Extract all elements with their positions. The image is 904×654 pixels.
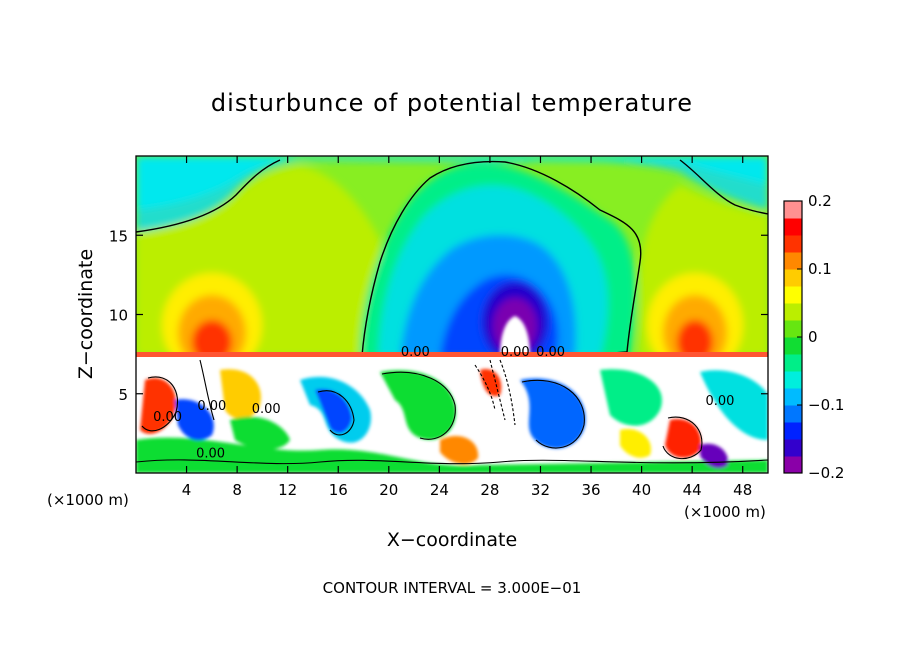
layer-interface-band [136, 352, 768, 357]
lower-contour [141, 376, 178, 432]
lower-contour [474, 364, 496, 411]
contour-label: 0.00 [153, 410, 182, 425]
swirl-red-2 [665, 419, 701, 458]
lower-contour [199, 359, 215, 421]
lower-contour [381, 371, 456, 440]
colorbar-tick-label: −0.2 [808, 464, 844, 482]
x-tick-label: 8 [232, 481, 242, 499]
x-axis-ticks: 4 8 12 16 20 24 28 32 36 40 44 48 [182, 156, 752, 499]
x-tick-label: 32 [531, 481, 550, 499]
lower-contour [499, 359, 516, 426]
x-tick-label: 40 [632, 481, 651, 499]
swirl-yellow-2 [620, 429, 651, 458]
top-cold-band-inner [136, 156, 768, 210]
x-tick-label: 24 [430, 481, 449, 499]
plot-area [136, 156, 768, 473]
contour-label: 0.00 [501, 345, 530, 360]
x-tick-label: 28 [480, 481, 499, 499]
swirl-green-1 [380, 370, 456, 440]
swirl-yellow-1 [220, 369, 261, 420]
lower-contour [521, 379, 585, 449]
swirl-blue-3 [175, 399, 214, 441]
swirl-red-1 [140, 378, 176, 434]
contour-label: 0.00 [401, 345, 430, 360]
colorbar-swatch [784, 439, 802, 457]
colorbar-swatch [784, 218, 802, 236]
swirl-red-3 [480, 369, 502, 397]
y-tick-label: 15 [109, 227, 128, 245]
colorbar-swatch [784, 388, 802, 406]
swirl-blue-1 [315, 389, 352, 433]
colorbar-swatch [784, 371, 802, 389]
chart-title: disturbunce of potential temperature [211, 89, 693, 117]
contour-labels: 0.00 0.00 0.00 0.00 0.00 0.00 0.00 0.00 [153, 345, 734, 461]
y-axis-label: Z−coordinate [75, 249, 97, 379]
zero-contour-left [136, 159, 281, 233]
swirl-green-3 [230, 416, 290, 450]
x-tick-label: 16 [329, 481, 348, 499]
lower-contour [317, 390, 355, 436]
colorbar-swatch [784, 201, 802, 219]
lower-contour [489, 359, 506, 421]
colorbar-swatch [784, 320, 802, 338]
colorbar-tick-label: 0.2 [808, 192, 832, 210]
swirl-blue-2 [520, 378, 586, 449]
swirl-bottom-band [136, 437, 768, 473]
contour-label: 0.00 [197, 399, 226, 414]
x-unit-label-right: (×1000 m) [684, 503, 766, 521]
colorbar-swatch [784, 354, 802, 372]
zero-contour-plume [361, 160, 642, 357]
lower-layer-contours [136, 359, 768, 465]
swirl-orange-1 [440, 436, 479, 464]
colorbar-tick-label: −0.1 [808, 396, 844, 414]
y-tick-label: 5 [118, 386, 128, 404]
contour-interval-note: CONTOUR INTERVAL = 3.000E−01 [323, 579, 582, 597]
colorbar-swatch [784, 286, 802, 304]
colorbar-swatch [784, 235, 802, 253]
contour-label: 0.00 [705, 394, 734, 409]
x-tick-label: 20 [379, 481, 398, 499]
colorbar-tick-label: 0.1 [808, 260, 832, 278]
upper-field-shading [136, 156, 768, 377]
colorbar-swatch [784, 303, 802, 321]
zero-contour-right [679, 159, 768, 215]
colorbar-swatch [784, 269, 802, 287]
x-axis-label: X−coordinate [387, 529, 517, 551]
x-tick-label: 12 [278, 481, 297, 499]
y-tick-label: 10 [109, 307, 128, 325]
colorbar-swatch [784, 252, 802, 270]
swirl-green-2 [600, 369, 662, 426]
lower-contour [662, 416, 703, 460]
x-tick-label: 44 [683, 481, 702, 499]
contour-label: 0.00 [536, 345, 565, 360]
colorbar: 0.2 0.1 0 −0.1 −0.2 [783, 192, 844, 482]
colorbar-tick-label: 0 [808, 328, 818, 346]
contour-label: 0.00 [252, 402, 281, 417]
y-axis-ticks: 5 10 15 [109, 227, 768, 404]
x-tick-label: 4 [182, 481, 192, 499]
swirl-cyan-2 [700, 370, 768, 440]
colorbar-swatch [784, 422, 802, 440]
colorbar-swatch [784, 337, 802, 355]
x-tick-label: 48 [733, 481, 752, 499]
colorbar-swatch [784, 456, 802, 474]
contour-label: 0.00 [196, 446, 225, 461]
x-unit-label-left: (×1000 m) [47, 491, 129, 509]
colorbar-swatch [784, 405, 802, 423]
x-tick-label: 36 [581, 481, 600, 499]
lower-contour [136, 459, 768, 465]
cold-core-white [500, 316, 530, 356]
